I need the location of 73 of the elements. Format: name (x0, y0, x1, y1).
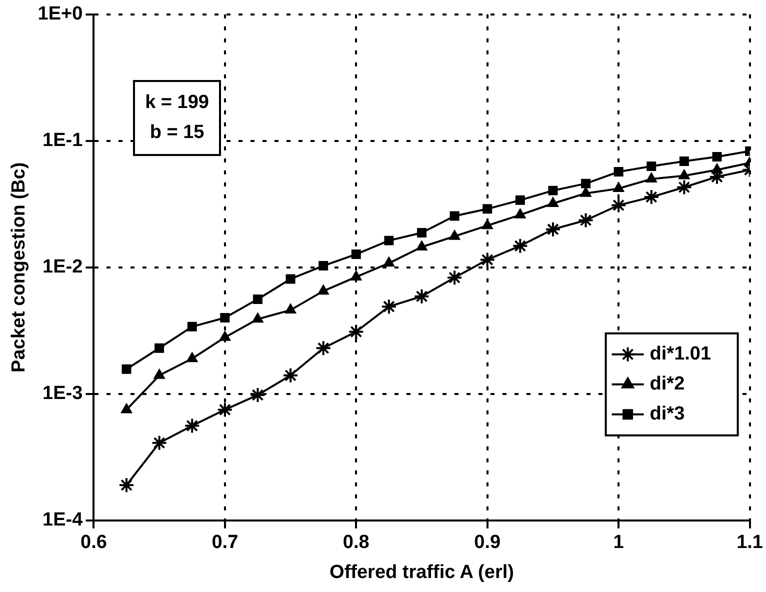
point (678, 169, 690, 180)
point (318, 284, 330, 295)
point (612, 182, 624, 192)
point (450, 211, 460, 221)
point (250, 387, 266, 404)
legend-label: di*3 (650, 404, 685, 425)
point (380, 298, 397, 315)
point (614, 167, 624, 177)
point (282, 367, 299, 384)
x-tick-label: 0.8 (342, 532, 370, 554)
point (118, 477, 135, 494)
legend-label: di*2 (650, 374, 685, 395)
point (515, 195, 525, 205)
y-tick-label: 1E-1 (42, 130, 84, 152)
y-axis-title: Packet congestion (Bc) (8, 162, 30, 372)
point (151, 434, 168, 451)
point (581, 178, 591, 188)
point (350, 270, 362, 280)
x-tick-label: 0.9 (474, 532, 501, 554)
x-tick-label: 0.6 (80, 532, 107, 554)
point (154, 368, 166, 379)
point (479, 252, 496, 268)
point (184, 418, 200, 434)
point (548, 186, 558, 196)
point (643, 189, 660, 206)
point (512, 238, 528, 254)
point (646, 162, 656, 172)
y-tick-label: 1E-2 (42, 256, 83, 278)
point (514, 208, 526, 218)
point (712, 152, 722, 162)
point (351, 250, 361, 260)
point (384, 236, 394, 246)
point (284, 304, 296, 314)
point (646, 172, 658, 182)
point (417, 228, 426, 238)
point (216, 402, 233, 418)
point (544, 221, 561, 238)
point (252, 294, 262, 304)
annotation: k = 199 (145, 91, 209, 116)
point (547, 197, 559, 207)
point (578, 212, 594, 228)
point (482, 204, 492, 214)
point (679, 156, 689, 166)
point (446, 270, 463, 286)
point (318, 261, 328, 271)
y-tick-label: 1E-4 (42, 510, 84, 531)
point (448, 230, 460, 240)
x-tick-label: 1 (613, 532, 624, 554)
point (252, 312, 264, 323)
legend-label: di*1.01 (650, 344, 712, 365)
point (580, 186, 592, 197)
point (219, 330, 231, 341)
point (676, 179, 692, 196)
x-axis-title: Offered traffic A (erl) (330, 562, 514, 583)
point (120, 403, 132, 414)
point (416, 240, 428, 250)
point (187, 322, 197, 332)
point (315, 340, 332, 356)
x-tick-label: 1.1 (736, 532, 764, 554)
point (286, 274, 296, 284)
annotation: b = 15 (148, 121, 206, 146)
point (610, 197, 627, 214)
x-tick-label: 0.7 (212, 532, 238, 554)
point (154, 343, 164, 353)
point (383, 256, 395, 267)
point (186, 352, 198, 362)
point (482, 219, 494, 230)
y-tick-label: 1E-3 (42, 383, 83, 404)
point (348, 324, 364, 340)
y-tick-label: 1E+0 (38, 4, 83, 25)
point (220, 312, 230, 322)
point (122, 364, 132, 374)
point (414, 288, 430, 304)
